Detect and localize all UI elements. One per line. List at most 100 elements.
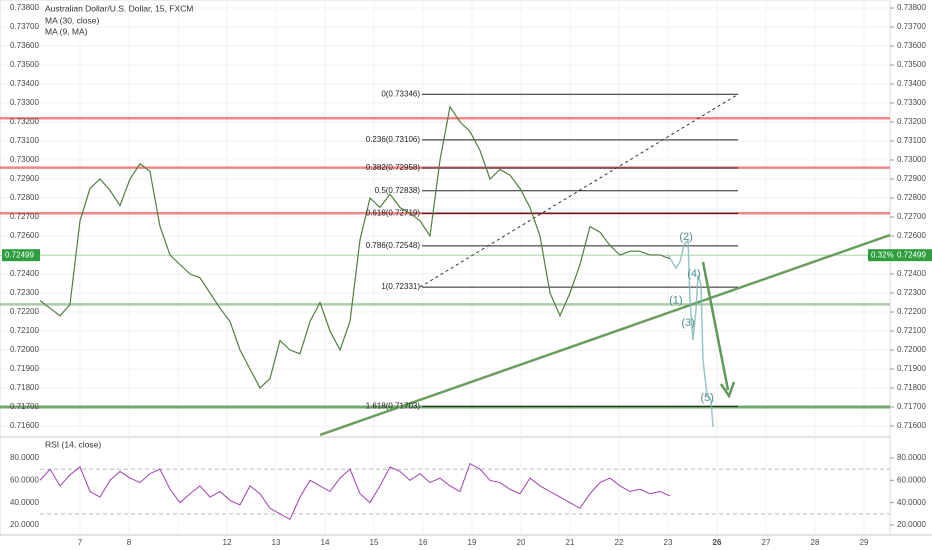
y-tick-label-left: 0.73100	[10, 136, 39, 145]
indicator-label: MA (9, MA)	[45, 26, 88, 36]
price-line	[39, 105, 671, 389]
x-tick-label: 20	[517, 538, 526, 547]
x-tick-label: 22	[615, 538, 624, 547]
rsi-title: RSI (14, close)	[45, 439, 101, 449]
y-tick-label: 0.73400	[897, 79, 926, 88]
y-tick-label: 0.72000	[897, 345, 926, 354]
y-tick-label-left: 0.73300	[10, 98, 39, 107]
fib-label: 0.5(0.72838)	[375, 186, 421, 195]
x-tick-label: 15	[370, 538, 379, 547]
chart-title: Australian Dollar/U.S. Dollar, 15, FXCM	[45, 3, 193, 13]
x-tick-label: 27	[762, 538, 771, 547]
y-tick-label: 0.73800	[897, 3, 926, 12]
x-tick-label: 28	[811, 538, 820, 547]
marks	[0, 93, 891, 521]
forecast-arrow	[701, 261, 730, 391]
indicator-label: MA (30, close)	[45, 15, 99, 25]
last-price-label: 0.72499	[5, 250, 34, 259]
y-tick-label-left: 0.72600	[10, 231, 39, 240]
y-tick-label: 0.71800	[897, 383, 926, 392]
x-tick-label: 7	[78, 538, 83, 547]
y-tick-label: 0.72900	[897, 174, 926, 183]
y-tick-label-left: 0.73000	[10, 155, 39, 164]
x-tick-label: 8	[127, 538, 132, 547]
y-tick-label-left: 0.73600	[10, 41, 39, 50]
y-tick-label-left: 0.72000	[10, 345, 39, 354]
y-tick-label: 0.72700	[897, 212, 926, 221]
rsi-tick-label-left: 60.0000	[10, 475, 39, 484]
last-price-badge	[868, 249, 932, 262]
x-tick-label: 14	[321, 538, 330, 547]
y-tick-label-left: 0.72700	[10, 212, 39, 221]
change-label: 0.32%	[871, 250, 894, 259]
rsi-tick-label-left: 20.0000	[10, 520, 39, 529]
y-tick-label: 0.73500	[897, 60, 926, 69]
rsi-tick-label: 20.0000	[897, 520, 926, 529]
rsi-tick-label-left: 80.0000	[10, 453, 39, 462]
fib-label: 0.382(0.72958)	[366, 163, 421, 172]
wave-projection	[667, 237, 714, 428]
y-tick-label-left: 0.71800	[10, 383, 39, 392]
y-tick-label: 0.72400	[897, 269, 926, 278]
y-tick-label: 0.72800	[897, 193, 926, 202]
y-tick-label-left: 0.73200	[10, 117, 39, 126]
y-tick-label-left: 0.71700	[10, 402, 39, 411]
wave-label: (3)	[681, 317, 694, 329]
last-price-label: 0.72499	[897, 250, 926, 259]
fib-label: 0.786(0.72548)	[366, 241, 421, 250]
wave-label: (1)	[669, 295, 682, 307]
x-tick-label: 16	[419, 538, 428, 547]
y-tick-label: 0.71600	[897, 421, 926, 430]
y-tick-label-left: 0.71600	[10, 421, 39, 430]
rsi-tick-label-left: 40.0000	[10, 498, 39, 507]
y-tick-label-left: 0.72900	[10, 174, 39, 183]
y-tick-label-left: 0.72100	[10, 326, 39, 335]
y-tick-label: 0.71900	[897, 364, 926, 373]
wave-label: (4)	[687, 268, 700, 280]
wave-label: (2)	[679, 231, 692, 243]
y-tick-label-left: 0.71900	[10, 364, 39, 373]
rsi-tick-label: 80.0000	[897, 453, 926, 462]
x-tick-label: 13	[272, 538, 281, 547]
x-tick-label: 19	[468, 538, 477, 547]
y-tick-label: 0.73200	[897, 117, 926, 126]
rsi-line	[39, 462, 671, 521]
rsi-tick-label: 40.0000	[897, 498, 926, 507]
last-price-badge	[2, 249, 40, 262]
y-tick-label-left: 0.73500	[10, 60, 39, 69]
y-tick-label: 0.71700	[897, 402, 926, 411]
y-tick-label-left: 0.73400	[10, 79, 39, 88]
x-tick-label: 29	[860, 538, 869, 547]
y-tick-label: 0.72300	[897, 288, 926, 297]
wave-label: (5)	[700, 392, 713, 404]
fib-label: 1.618(0.71703)	[366, 402, 421, 411]
plot-frame	[0, 0, 891, 536]
forecast-arrow-head	[719, 381, 736, 399]
x-tick-label: 21	[566, 538, 575, 547]
y-tick-label-left: 0.72200	[10, 307, 39, 316]
y-tick-label-left: 0.73700	[10, 22, 39, 31]
x-tick-label: 12	[223, 538, 232, 547]
fib-label: 0(0.73346)	[381, 89, 420, 98]
y-tick-label: 0.73600	[897, 41, 926, 50]
fib-label: 0.618(0.72719)	[366, 208, 421, 217]
y-tick-label: 0.73100	[897, 136, 926, 145]
y-tick-label: 0.72100	[897, 326, 926, 335]
x-tick-label: 23	[664, 538, 673, 547]
fib-label: 1(0.72331)	[381, 282, 420, 291]
y-tick-label: 0.72200	[897, 307, 926, 316]
trendline	[319, 233, 891, 437]
x-tick-label: 26	[713, 538, 722, 547]
y-tick-label-left: 0.72300	[10, 288, 39, 297]
y-tick-label-left: 0.73800	[10, 3, 39, 12]
y-tick-label-left: 0.72800	[10, 193, 39, 202]
y-tick-label: 0.73300	[897, 98, 926, 107]
y-tick-label: 0.72600	[897, 231, 926, 240]
rsi-tick-label: 60.0000	[897, 475, 926, 484]
y-tick-label: 0.73700	[897, 22, 926, 31]
y-tick-label-left: 0.72400	[10, 269, 39, 278]
fib-label: 0.236(0.73106)	[366, 135, 421, 144]
fib-diagonal	[419, 93, 739, 288]
